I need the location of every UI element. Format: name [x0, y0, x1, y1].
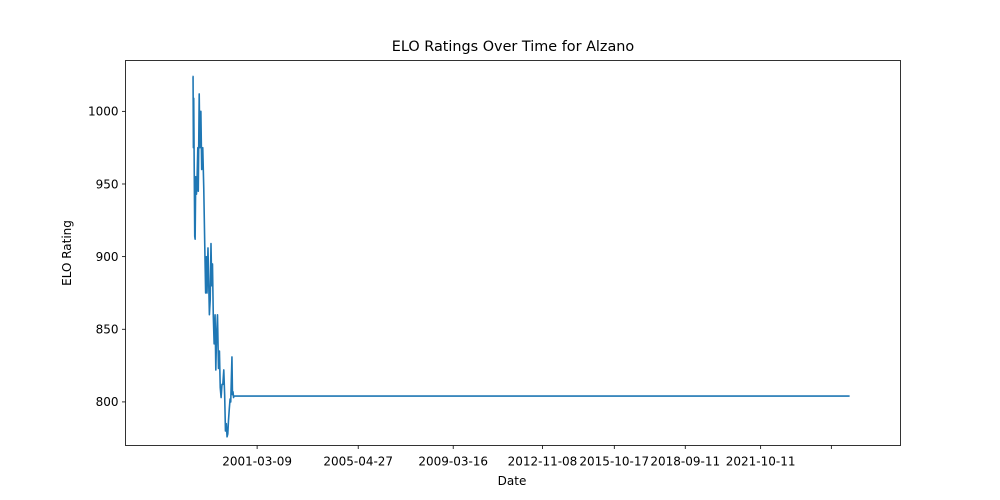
x-tick-label: 2001-03-09 — [222, 455, 292, 469]
plot-area — [192, 75, 850, 438]
y-axis: 800 850 900 950 1000 — [88, 105, 126, 409]
x-axis-title: Date — [498, 474, 527, 488]
y-tick-label: 800 — [96, 395, 119, 409]
x-tick-label: 2015-10-17 — [579, 455, 649, 469]
y-tick-label: 1000 — [88, 105, 119, 119]
x-tick-label: 2018-09-11 — [650, 455, 720, 469]
y-axis-title: ELO Rating — [60, 220, 74, 286]
x-tick-label: 2021-10-11 — [726, 455, 796, 469]
plot-frame — [125, 60, 901, 446]
y-tick-label: 850 — [96, 323, 119, 337]
chart-title: ELO Ratings Over Time for Alzano — [392, 39, 635, 55]
y-tick-label: 950 — [96, 177, 119, 191]
x-tick-label: 2009-03-16 — [418, 455, 488, 469]
y-tick-label: 900 — [96, 250, 119, 264]
elo-rating-series-line — [192, 75, 850, 438]
x-tick-label: 2012-11-08 — [508, 455, 578, 469]
x-tick-label: 2005-04-27 — [323, 455, 393, 469]
x-axis: 2001-03-09 2005-04-27 2009-03-16 2012-11-08… — [222, 445, 832, 469]
